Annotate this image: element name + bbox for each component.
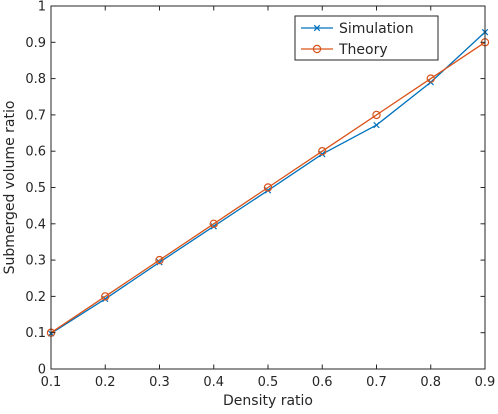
x-axis-label: Density ratio bbox=[223, 393, 313, 409]
x-tick-label: 0.6 bbox=[312, 375, 333, 390]
data-point-theory bbox=[426, 74, 435, 83]
data-point-theory bbox=[209, 219, 218, 228]
x-tick-label: 0.5 bbox=[258, 375, 279, 390]
y-tick-label: 0.8 bbox=[25, 72, 46, 87]
y-tick-label: 0.3 bbox=[25, 254, 46, 269]
x-tick-label: 0.9 bbox=[475, 375, 496, 390]
legend: Simulation Theory bbox=[294, 15, 439, 61]
data-point-theory bbox=[372, 110, 381, 120]
y-tick-label: 0.7 bbox=[25, 108, 46, 123]
x-tick-label: 0.7 bbox=[366, 375, 387, 390]
y-tick-label: 0.6 bbox=[25, 145, 46, 160]
axes-layer: 0.1 0.2 0.3 0.4 0.5 0.6 0.7 0.8 0.900.10.20.30.4… bbox=[25, 0, 495, 390]
data-point-theory bbox=[155, 255, 164, 265]
x-tick-label: 0.3 bbox=[149, 375, 170, 390]
legend-box bbox=[294, 15, 439, 61]
series-layer bbox=[46, 28, 490, 337]
legend-marker bbox=[312, 44, 322, 54]
data-point-theory bbox=[101, 292, 110, 301]
y-tick-label: 1 bbox=[38, 0, 46, 15]
y-tick-label: 0 bbox=[38, 363, 46, 378]
data-point-theory bbox=[318, 146, 327, 156]
y-tick-label: 0.1 bbox=[25, 326, 46, 341]
x-tick-label: 0.1 bbox=[41, 375, 62, 390]
data-point-theory bbox=[263, 183, 273, 192]
y-axis-label: Submerged volume ratio bbox=[2, 101, 18, 275]
data-point-simulation bbox=[156, 259, 163, 266]
x-tick-label: 0.2 bbox=[95, 375, 116, 390]
legend-label: Simulation bbox=[339, 21, 414, 37]
series-line-theory bbox=[50, 41, 486, 334]
y-tick-label: 0.5 bbox=[25, 181, 46, 196]
x-tick-label: 0.4 bbox=[203, 375, 224, 390]
legend-marker bbox=[313, 24, 321, 32]
legend-label: Theory bbox=[338, 42, 388, 58]
data-point-simulation bbox=[373, 121, 380, 129]
y-tick-label: 0.4 bbox=[25, 217, 46, 232]
y-tick-label: 0.9 bbox=[25, 36, 46, 51]
y-tick-label: 0.2 bbox=[25, 290, 46, 305]
x-tick-label: 0.8 bbox=[420, 375, 441, 390]
